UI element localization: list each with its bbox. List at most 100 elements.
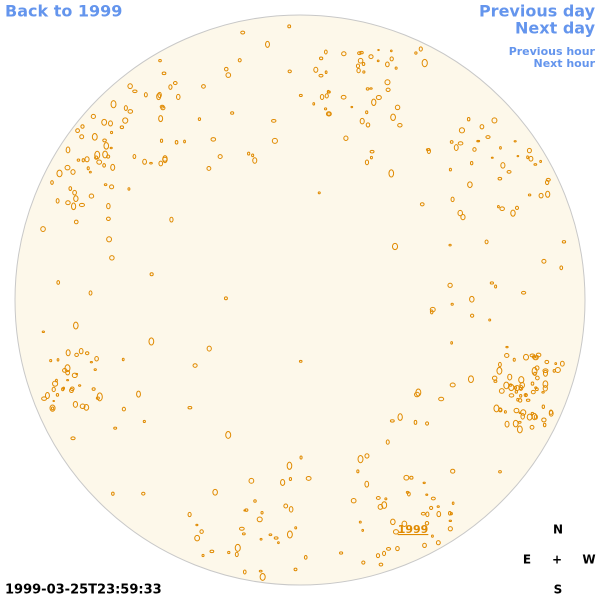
spot: [161, 71, 167, 76]
spot: [545, 177, 551, 182]
spot: [111, 491, 115, 496]
spot: [453, 144, 459, 151]
spot: [467, 181, 473, 189]
spot: [510, 209, 516, 217]
spot: [121, 357, 125, 362]
spot: [271, 137, 278, 144]
spot: [253, 499, 257, 503]
spot: [159, 138, 164, 143]
spot: [324, 49, 328, 55]
spot: [392, 529, 399, 535]
spot: [195, 523, 199, 527]
spot: [385, 61, 390, 68]
spot: [361, 62, 366, 67]
compass-south: S: [554, 583, 563, 597]
spot: [168, 84, 173, 90]
spot: [132, 154, 137, 160]
spot: [485, 135, 491, 139]
spot: [127, 109, 134, 114]
spot: [70, 202, 77, 211]
previous-day-link[interactable]: Previous day: [479, 2, 596, 21]
spot: [75, 372, 79, 376]
spot: [359, 50, 364, 55]
spot: [382, 550, 387, 557]
spot: [414, 51, 418, 55]
spot: [530, 389, 536, 395]
spot: [528, 155, 534, 162]
spot: [544, 359, 550, 365]
spot: [102, 150, 108, 159]
spot: [516, 155, 520, 158]
spot: [496, 366, 503, 375]
spot: [497, 176, 503, 181]
spot: [265, 40, 270, 48]
spot: [498, 361, 502, 368]
spot: [541, 417, 547, 423]
previous-hour-link[interactable]: Previous hour: [509, 45, 596, 58]
spot: [75, 128, 80, 134]
spot: [541, 390, 545, 394]
spot: [55, 198, 60, 204]
next-day-link[interactable]: Next day: [515, 19, 596, 38]
spot: [66, 378, 70, 382]
spot: [260, 510, 264, 515]
spot: [73, 321, 79, 330]
compass-west: W: [582, 553, 595, 567]
spot: [450, 196, 455, 203]
spot: [240, 30, 246, 35]
spot: [51, 386, 56, 393]
spot: [78, 202, 85, 208]
spot: [389, 419, 395, 423]
spot: [355, 63, 361, 69]
spot: [91, 133, 98, 141]
spot: [162, 155, 168, 164]
spot: [78, 348, 84, 355]
spot: [286, 461, 293, 470]
spot: [127, 83, 133, 90]
spot: [525, 398, 531, 402]
spot: [479, 124, 485, 130]
spot: [554, 362, 558, 366]
spot: [436, 511, 442, 518]
spot: [467, 375, 474, 384]
spot: [136, 390, 141, 398]
spot: [364, 480, 370, 488]
spot: [505, 345, 509, 349]
spot: [518, 384, 524, 391]
spot: [415, 388, 422, 397]
spot: [340, 94, 347, 100]
compass-center: +: [552, 553, 562, 567]
spot: [447, 282, 453, 288]
spot: [357, 57, 364, 64]
spot: [287, 24, 292, 29]
spot: [513, 140, 517, 143]
spot: [326, 89, 330, 94]
spot: [500, 162, 506, 169]
spot: [518, 376, 525, 384]
spot: [119, 125, 125, 130]
spot: [489, 281, 495, 285]
spot: [287, 69, 292, 74]
spot: [378, 562, 384, 567]
spot: [498, 388, 505, 394]
spot: [49, 404, 56, 412]
spot: [508, 383, 515, 392]
spot: [206, 166, 212, 171]
next-hour-link[interactable]: Next hour: [534, 57, 596, 70]
spot: [96, 159, 103, 165]
spot: [425, 511, 430, 518]
spot: [72, 400, 79, 408]
spot: [103, 142, 110, 150]
spot: [435, 540, 441, 546]
spot: [384, 79, 391, 86]
spot: [187, 406, 193, 410]
spot: [535, 352, 542, 358]
spot: [472, 147, 477, 152]
year-label-link[interactable]: 1999: [398, 523, 429, 536]
back-link[interactable]: Back to 1999: [5, 2, 122, 21]
spot: [542, 422, 547, 428]
spot: [518, 411, 522, 415]
spot: [313, 66, 319, 73]
spot: [201, 84, 206, 89]
spot: [174, 139, 179, 145]
